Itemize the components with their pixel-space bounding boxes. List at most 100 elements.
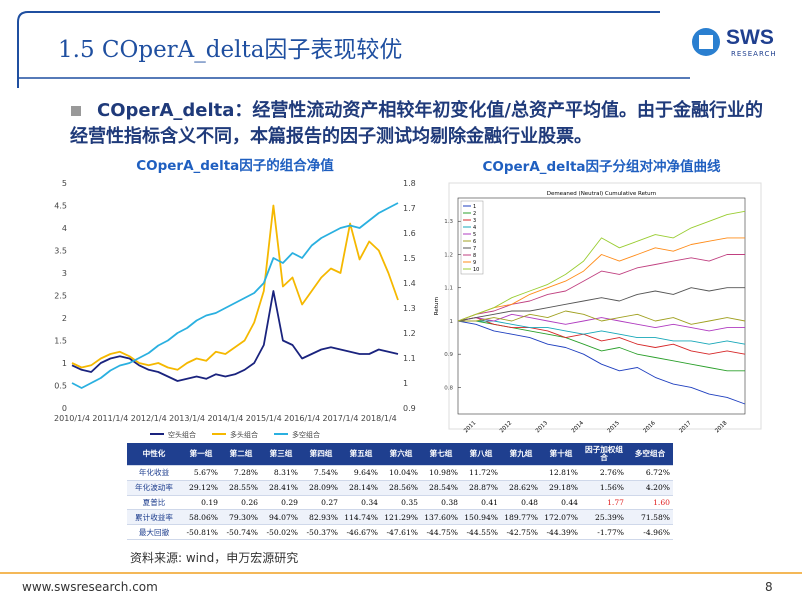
y-tick-label: 4.5 xyxy=(54,201,67,210)
table-cell: -44.55% xyxy=(461,524,501,540)
y-tick-label: 2 xyxy=(62,314,67,323)
x-tick-label: 2013/1/4 xyxy=(169,414,205,423)
table-cell: 第一组 xyxy=(181,443,221,466)
table-cell: 8.31% xyxy=(261,465,301,481)
x-tick-label: 2016/1/4 xyxy=(284,414,320,423)
table-cell: 0.35 xyxy=(381,495,421,511)
legend-label: 9 xyxy=(473,260,476,266)
series-line xyxy=(457,210,746,322)
table-cell: 多空组合 xyxy=(627,443,673,466)
table-cell: 第二组 xyxy=(221,443,261,466)
table-row: 中性化 第一组 第二组 第三组 第四组 第五组 第六组 第七组 第八组 第九组 第十组 因子加权组合多… xyxy=(127,443,673,466)
table-cell: -1.77% xyxy=(581,524,627,540)
logo: SWS xyxy=(726,26,774,49)
table-cell: 10.04% xyxy=(381,465,421,481)
table-cell: 第四组 xyxy=(301,443,341,466)
x-tick-label: 2011 xyxy=(463,420,477,434)
series-line xyxy=(458,310,746,325)
table-cell: 58.06% xyxy=(181,509,221,526)
bullet-marker xyxy=(71,106,81,116)
y-tick-label: 1.5 xyxy=(54,336,67,345)
frame xyxy=(17,11,660,88)
y-tick-label: 4 xyxy=(62,224,67,233)
table-cell: -47.61% xyxy=(381,524,421,540)
table-cell: 0.38 xyxy=(421,495,461,511)
table-row: 最大回撤 -50.81% -50.74% -50.02% -50.37% -46.67% -… xyxy=(127,524,673,540)
table-row: 累计收益率 58.06% 79.30% 94.07% 82.93% 114.74% 121.… xyxy=(127,509,673,526)
logo-sub: RESEARCH xyxy=(731,50,777,58)
source: 资料来源: wind，申万宏源研究 xyxy=(130,551,299,565)
x-tick-label: 2015 xyxy=(607,420,621,434)
series-line xyxy=(71,204,399,371)
chart-title: COperA_delta因子的组合净值 xyxy=(136,157,334,174)
table-cell: 0.41 xyxy=(461,495,501,511)
table-cell: 因子加权组合 xyxy=(581,443,627,466)
legend-label: 多空组合 xyxy=(292,430,320,439)
table-cell: 0.27 xyxy=(301,495,341,511)
y-tick-label: 1.3 xyxy=(444,219,453,225)
x-tick-label: 2012 xyxy=(499,420,513,434)
series-line xyxy=(458,320,745,372)
table-cell xyxy=(501,465,541,481)
series-line xyxy=(457,313,745,332)
y2-tick-label: 1.1 xyxy=(403,354,416,363)
series-line xyxy=(457,237,745,322)
table-cell: 137.60% xyxy=(421,509,461,526)
table-cell: 第八组 xyxy=(461,443,501,466)
x-tick-label: 2011/1/4 xyxy=(92,414,128,423)
table-cell: 0.26 xyxy=(221,495,261,511)
table-cell: 29.18% xyxy=(541,480,581,496)
x-tick-label: 2018 xyxy=(714,420,728,434)
series-line xyxy=(457,287,745,322)
legend-label: 7 xyxy=(473,246,476,252)
x-tick-label: 2012/1/4 xyxy=(131,414,167,423)
table-cell: 9.64% xyxy=(341,465,381,481)
table-cell: 4.20% xyxy=(627,480,673,496)
page-number: 8 xyxy=(765,580,773,594)
legend-label: 1 xyxy=(473,204,476,210)
table-cell: 172.07% xyxy=(541,509,581,526)
y-tick-label: 2.5 xyxy=(54,291,67,300)
y-tick-label: 0.8 xyxy=(444,385,453,391)
legend-label: 4 xyxy=(473,225,476,231)
y2-tick-label: 1.5 xyxy=(403,254,416,263)
title: 1.5 COperA_delta因子表现较优 xyxy=(58,37,403,63)
series-line xyxy=(458,320,746,345)
x-tick-label: 2016 xyxy=(643,420,657,434)
table-cell: -44.75% xyxy=(421,524,461,540)
y-tick-label: 0.5 xyxy=(54,381,67,390)
table-cell: 1.56% xyxy=(581,480,627,496)
table-cell: 0.19 xyxy=(181,495,221,511)
table-cell: 114.74% xyxy=(341,509,381,526)
chart-title: COperA_delta因子分组对冲净值曲线 xyxy=(482,158,721,175)
stats-table: 中性化 第一组 第二组 第三组 第四组 第五组 第六组 第七组 第八组 第九组 第十组 因子加权组合多… xyxy=(127,443,673,540)
bullet-text: COperA_delta：经营性流动资产相较年初变化值/总资产平均值。由于金融行… xyxy=(70,100,763,147)
legend-label: 空头组合 xyxy=(168,430,196,439)
y-tick-label: 1.1 xyxy=(444,286,453,292)
table-cell: 7.54% xyxy=(301,465,341,481)
table-cell: 第三组 xyxy=(261,443,301,466)
table-row: 年化收益 5.67% 7.28% 8.31% 7.54% 9.64% 10.04% 10.98… xyxy=(127,465,673,481)
table-row: 年化波动率 29.12% 28.55% 28.41% 28.09% 28.14% 28.56… xyxy=(127,480,673,496)
y2-tick-label: 1.3 xyxy=(403,304,416,313)
table-cell: 最大回撤 xyxy=(127,524,181,540)
table-cell: 0.34 xyxy=(341,495,381,511)
legend-label: 8 xyxy=(473,253,476,259)
table-cell: 第七组 xyxy=(421,443,461,466)
y-tick-label: 5 xyxy=(62,179,67,188)
table-cell: 121.29% xyxy=(381,509,421,526)
table-cell: -4.96% xyxy=(627,524,673,540)
x-tick-label: 2015/1/4 xyxy=(246,414,282,423)
table-cell: 1.60 xyxy=(627,495,673,511)
y-tick-label: 3 xyxy=(62,269,67,278)
table-cell: -50.02% xyxy=(261,524,301,540)
series-line xyxy=(457,320,746,405)
series-line xyxy=(457,317,746,355)
table-cell: 28.87% xyxy=(461,480,501,496)
plot-frame xyxy=(457,197,746,415)
y2-tick-label: 1.4 xyxy=(403,279,416,288)
legend-label: 3 xyxy=(473,218,476,224)
x-tick-label: 2014/1/4 xyxy=(207,414,243,423)
table-cell: 累计收益率 xyxy=(127,509,181,526)
legend-label: 5 xyxy=(473,232,476,238)
